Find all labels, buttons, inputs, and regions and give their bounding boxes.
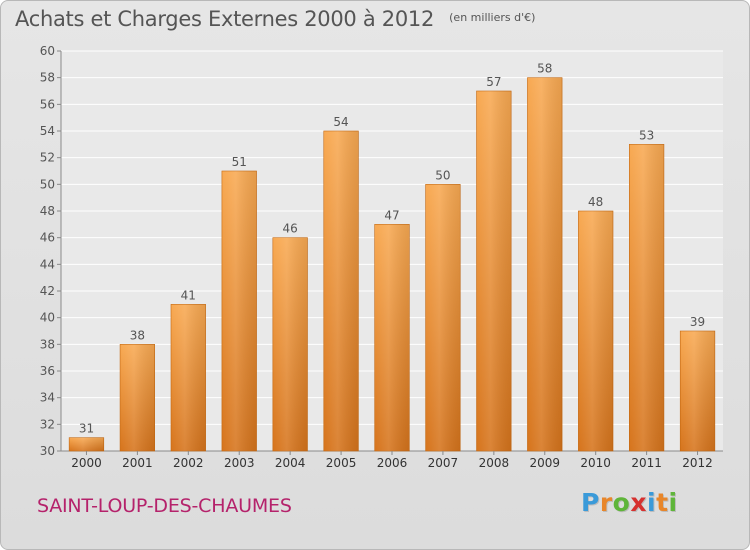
- x-tick-label-2005: 2005: [326, 456, 357, 470]
- logo-letter: o: [612, 488, 631, 517]
- x-tick-label-2009: 2009: [529, 456, 560, 470]
- y-tick-label: 32: [40, 417, 55, 431]
- y-tick-label: 54: [40, 124, 55, 138]
- data-label-2010: 48: [588, 195, 603, 209]
- logo-letter: P: [581, 488, 600, 517]
- x-tick-label-2001: 2001: [122, 456, 153, 470]
- bar-shade-2003: [221, 171, 257, 451]
- y-tick-label: 60: [40, 44, 55, 58]
- commune-name: SAINT-LOUP-DES-CHAUMES: [37, 495, 292, 517]
- proxiti-logo: Proxiti: [581, 488, 678, 517]
- y-tick-label: 48: [40, 204, 55, 218]
- x-tick-label-2012: 2012: [682, 456, 713, 470]
- data-label-2002: 41: [181, 288, 196, 302]
- bar-shade-2012: [680, 331, 715, 451]
- bar-shade-2000: [69, 437, 104, 451]
- y-tick-label: 34: [40, 391, 55, 405]
- y-tick-label: 52: [40, 151, 55, 165]
- data-label-2001: 38: [130, 328, 145, 342]
- bar-shade-2005: [323, 131, 359, 451]
- data-label-2012: 39: [690, 315, 705, 329]
- data-label-2004: 46: [283, 222, 298, 236]
- title-row: Achats et Charges Externes 2000 à 2012 (…: [15, 7, 535, 31]
- data-label-2005: 54: [333, 115, 348, 129]
- x-tick-label-2008: 2008: [479, 456, 510, 470]
- y-tick-label: 38: [40, 337, 55, 351]
- logo-letter: r: [599, 488, 613, 517]
- y-tick-label: 50: [40, 177, 55, 191]
- logo-letter: i: [668, 488, 678, 517]
- y-tick-label: 36: [40, 364, 55, 378]
- x-tick-label-2011: 2011: [631, 456, 662, 470]
- bar-shade-2004: [272, 237, 308, 451]
- data-label-2011: 53: [639, 128, 654, 142]
- y-tick-label: 30: [40, 444, 55, 458]
- x-tick-label-2007: 2007: [428, 456, 459, 470]
- logo-letter: x: [630, 488, 647, 517]
- y-tick-label: 44: [40, 257, 55, 271]
- x-tick-label-2002: 2002: [173, 456, 204, 470]
- bar-shade-2011: [629, 144, 664, 452]
- chart-title: Achats et Charges Externes 2000 à 2012: [15, 7, 435, 31]
- x-tick-label-2006: 2006: [377, 456, 408, 470]
- data-label-2007: 50: [435, 168, 450, 182]
- data-label-2006: 47: [384, 208, 399, 222]
- x-tick-label-2010: 2010: [580, 456, 611, 470]
- x-tick-label-2004: 2004: [275, 456, 306, 470]
- logo-letter: i: [647, 488, 657, 517]
- data-label-2008: 57: [486, 75, 501, 89]
- logo-letter: t: [656, 488, 669, 517]
- y-tick-label: 46: [40, 231, 55, 245]
- bar-shade-2001: [120, 344, 155, 451]
- data-label-2009: 58: [537, 62, 552, 76]
- x-tick-label-2003: 2003: [224, 456, 255, 470]
- bar-shade-2010: [578, 211, 614, 451]
- data-label-2003: 51: [232, 155, 247, 169]
- y-tick-label: 56: [40, 97, 55, 111]
- bar-shade-2006: [374, 224, 410, 451]
- bar-shade-2008: [476, 91, 512, 451]
- chart-subtitle: (en milliers d'€): [449, 11, 536, 24]
- y-tick-label: 42: [40, 284, 55, 298]
- x-tick-label-2000: 2000: [71, 456, 102, 470]
- y-tick-label: 40: [40, 311, 55, 325]
- data-label-2000: 31: [79, 422, 94, 436]
- bar-shade-2009: [527, 77, 563, 452]
- bar-shade-2007: [425, 184, 461, 452]
- y-tick-label: 58: [40, 71, 55, 85]
- bar-shade-2002: [170, 304, 206, 451]
